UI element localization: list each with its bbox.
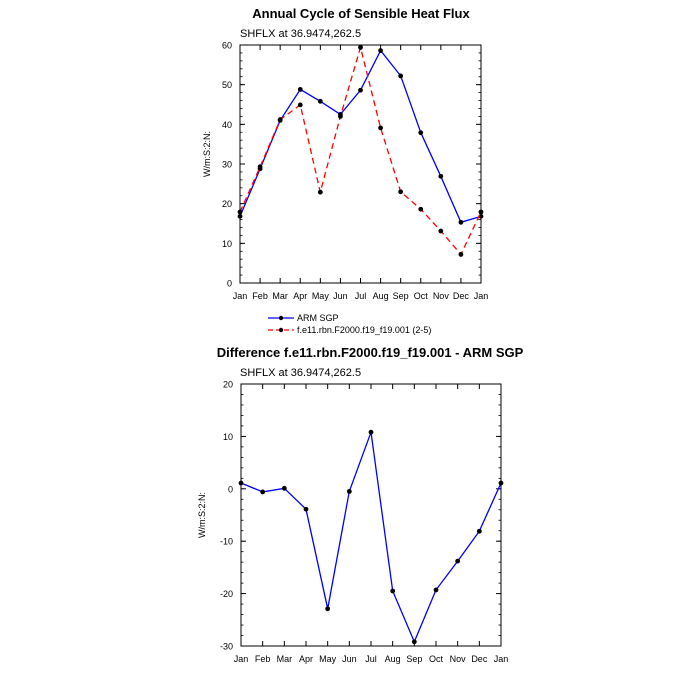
data-point (277, 117, 283, 122)
x-tick-label: Jun (342, 654, 357, 664)
legend-marker (278, 327, 284, 333)
data-point (438, 228, 444, 234)
y-tick-labels: -30 -20 -10 0 10 20 (220, 380, 233, 652)
data-point (358, 87, 363, 93)
data-point (260, 489, 266, 495)
annual-cycle-panel: Annual Cycle of Sensible Heat Flux SHFLX… (202, 6, 488, 335)
data-point (338, 114, 343, 119)
series-line-0 (240, 431, 502, 644)
data-point (378, 48, 383, 53)
data-point (398, 73, 404, 79)
y-tick-label: 60 (222, 41, 232, 51)
x-tick-label: Dec (453, 291, 470, 301)
y-tick-label: 20 (222, 199, 232, 209)
data-point (297, 87, 303, 92)
difference-panel: Difference f.e11.rbn.F2000.f19_f19.001 -… (197, 345, 524, 664)
series-line-0 (239, 49, 482, 224)
data-point (346, 489, 352, 494)
data-point (303, 506, 309, 512)
x-tick-label: Sep (406, 654, 422, 664)
y-tick-labels: 0 10 20 30 40 50 60 (222, 41, 232, 289)
y-tick-label: 10 (222, 239, 232, 249)
y-axis-label: W/m:S:2:N: (197, 492, 207, 538)
x-tick-label: Jan (234, 654, 249, 664)
plot-frame (240, 383, 502, 647)
x-tick-label: Sep (393, 291, 409, 301)
data-point (317, 98, 323, 104)
chart-title: Annual Cycle of Sensible Heat Flux (252, 6, 470, 21)
series-group (237, 44, 484, 257)
x-tick-label: Apr (293, 291, 307, 301)
chart-title: Difference f.e11.rbn.F2000.f19_f19.001 -… (217, 345, 524, 360)
x-tick-labels: Jan Feb Mar Apr May Jun Jul Aug Sep Oct Nov Dec Jan (234, 654, 509, 664)
plot-frame (239, 44, 482, 284)
legend-label: f.e11.rbn.F2000.f19_f19.001 (2-5) (297, 325, 431, 335)
axis-ticks (239, 44, 482, 284)
data-point (458, 219, 464, 225)
x-tick-label: Oct (414, 291, 429, 301)
x-tick-label: Aug (373, 291, 389, 301)
data-point (257, 164, 263, 170)
x-tick-label: Jun (333, 291, 348, 301)
axis-ticks (240, 383, 502, 647)
x-tick-labels: Jan Feb Mar Apr May Jun Jul Aug Sep Oct Nov Dec Jan (233, 291, 489, 301)
x-tick-label: Feb (252, 291, 268, 301)
x-tick-label: Jan (233, 291, 248, 301)
legend-marker (278, 315, 284, 321)
data-point (433, 587, 439, 593)
y-tick-label: 20 (223, 380, 233, 390)
data-point (438, 173, 444, 179)
x-tick-label: Dec (471, 654, 488, 664)
x-tick-label: Feb (255, 654, 271, 664)
series-group (238, 429, 504, 645)
chart-subtitle: SHFLX at 36.9474,262.5 (240, 367, 361, 379)
y-tick-label: -10 (220, 537, 233, 547)
y-tick-label: 0 (228, 484, 233, 494)
legend: ARM SGP f.e11.rbn.F2000.f19_f19.001 (2-5) (268, 313, 431, 335)
x-tick-label: Aug (385, 654, 401, 664)
data-point (411, 639, 417, 645)
y-tick-label: 50 (222, 80, 232, 90)
x-tick-label: May (312, 291, 330, 301)
y-tick-label: 0 (227, 279, 232, 289)
chart-subtitle: SHFLX at 36.9474,262.5 (240, 28, 361, 40)
data-point (476, 528, 482, 534)
y-tick-label: -20 (220, 589, 233, 599)
y-tick-label: -30 (220, 642, 233, 652)
data-point (297, 102, 303, 108)
x-tick-label: Jan (474, 291, 489, 301)
data-point (418, 206, 424, 212)
x-tick-label: May (319, 654, 337, 664)
data-point (325, 606, 331, 612)
legend-label: ARM SGP (297, 313, 339, 323)
data-point (455, 558, 461, 564)
series-line-1 (239, 44, 482, 256)
x-tick-label: Jan (494, 654, 509, 664)
y-tick-label: 10 (223, 432, 233, 442)
y-tick-label: 40 (222, 120, 232, 130)
x-tick-label: Oct (429, 654, 444, 664)
x-tick-label: Apr (299, 654, 313, 664)
x-tick-label: Nov (433, 291, 450, 301)
data-point (368, 429, 374, 435)
x-tick-label: Nov (450, 654, 467, 664)
data-point (378, 125, 383, 131)
data-point (398, 189, 404, 195)
data-point (317, 189, 323, 195)
x-tick-label: Mar (277, 654, 293, 664)
data-point (390, 588, 396, 594)
data-point (281, 485, 287, 491)
x-tick-label: Jul (355, 291, 367, 301)
x-tick-label: Mar (272, 291, 288, 301)
data-point (458, 252, 464, 257)
y-tick-label: 30 (222, 160, 232, 170)
data-point (358, 44, 363, 50)
y-axis-label: W/m:S:2:N: (202, 131, 212, 177)
x-tick-label: Jul (365, 654, 377, 664)
data-point (418, 130, 424, 136)
